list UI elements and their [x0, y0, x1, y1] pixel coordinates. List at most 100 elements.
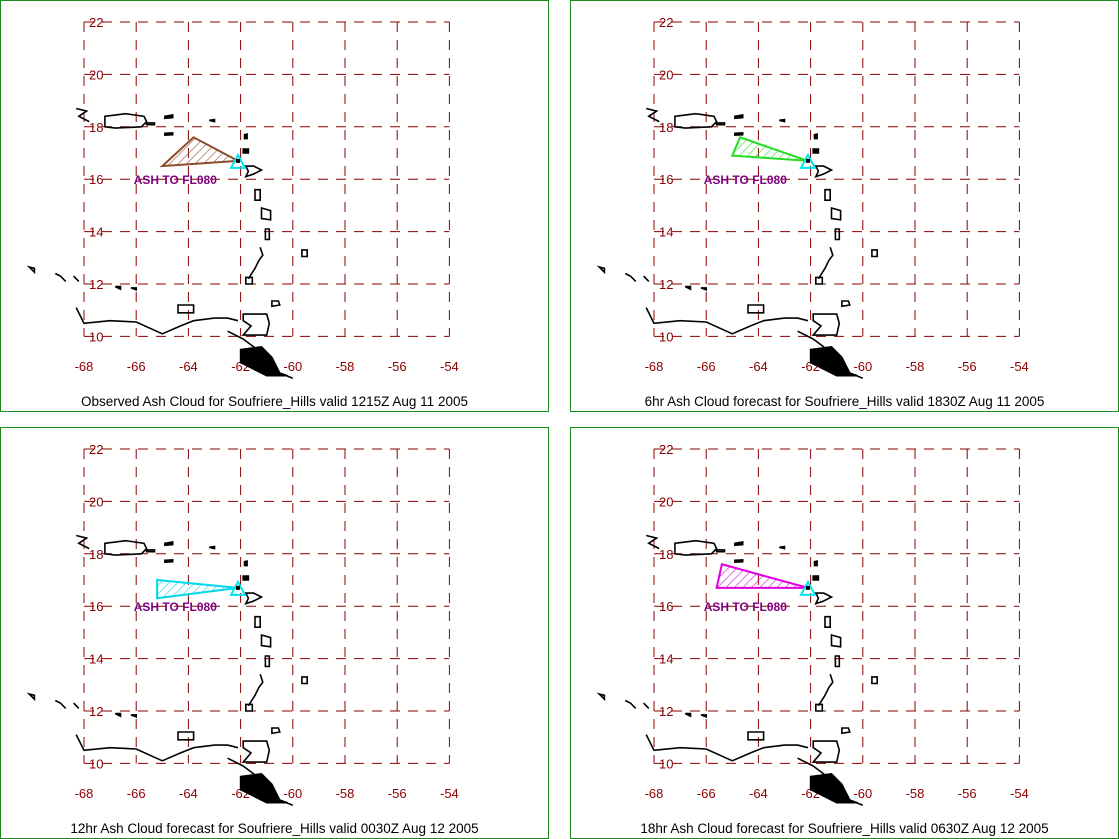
longitude-tick-label: -54 [440, 359, 459, 374]
latitude-tick-label: 12 [89, 277, 103, 292]
coastline-los-roques [684, 712, 692, 718]
coastline-margarita [177, 304, 195, 314]
coastline-anguilla [209, 118, 216, 123]
coastline-venezuela-coast [75, 307, 239, 335]
latitude-tick-label: 10 [89, 756, 103, 771]
coastlines [26, 107, 309, 380]
coastline-aruba [26, 692, 36, 702]
ash-cloud-polygon [156, 578, 239, 600]
coastline-hispaniola-tip [76, 534, 90, 550]
coastlines [596, 107, 879, 380]
coastline-los-roques [114, 712, 122, 718]
coastline-st-croix [734, 558, 744, 564]
coastline-la-orchila [130, 714, 137, 718]
coastline-vieques [145, 549, 156, 553]
coastline-st-lucia [264, 228, 271, 241]
lat-lon-grid [83, 21, 450, 337]
coastline-orinoco-delta [239, 346, 288, 377]
volcano-marker-icon [229, 152, 247, 169]
coastline-barbados [871, 676, 879, 685]
panel-caption: 12hr Ash Cloud forecast for Soufriere_Hi… [70, 821, 479, 836]
coastline-barbados [301, 676, 309, 685]
panel-caption: Observed Ash Cloud for Soufriere_Hills v… [81, 394, 468, 409]
coastline-los-roques [684, 285, 692, 291]
longitude-tick-label: -56 [958, 359, 977, 374]
coastline-grenada [815, 703, 824, 712]
longitude-tick-label: -68 [75, 786, 94, 801]
coastline-grenada [245, 276, 254, 285]
coastline-los-roques [114, 285, 122, 291]
coastline-antigua [812, 575, 820, 581]
coastline-virgin-islands [734, 541, 744, 547]
coastline-curacao [54, 272, 67, 282]
coastline-virgin-islands [164, 541, 174, 547]
coastline-barbados [871, 249, 879, 258]
coastline-puerto-rico [674, 112, 718, 129]
lat-lon-grid [653, 21, 1020, 337]
coastline-virgin-islands [164, 114, 174, 120]
coastline-venezuela-coast [645, 307, 809, 335]
coastline-curacao [54, 699, 67, 709]
latitude-tick-label: 20 [89, 494, 103, 509]
coastline-la-orchila [700, 287, 707, 291]
latitude-tick-label: 12 [659, 704, 673, 719]
volcano-point [235, 585, 240, 590]
coastline-tobago [271, 300, 281, 308]
coastline-guadeloupe [814, 165, 834, 178]
volcano-point [235, 158, 240, 163]
longitude-tick-label: -60 [853, 359, 872, 374]
longitude-tick-label: -58 [336, 359, 355, 374]
ash-level-label: ASH TO FL080 [704, 173, 787, 187]
coastline-dominica [254, 188, 262, 201]
latitude-tick-label: 20 [659, 67, 673, 82]
coastline-barbuda [243, 133, 248, 140]
longitude-tick-label: -60 [853, 786, 872, 801]
coastline-margarita [747, 304, 765, 314]
ash-level-label: ASH TO FL080 [704, 600, 787, 614]
coastline-curacao [624, 699, 637, 709]
coastline-barbados [301, 249, 309, 258]
longitude-tick-label: -66 [127, 359, 146, 374]
coastline-antigua [242, 575, 250, 581]
longitude-tick-label: -54 [440, 786, 459, 801]
latitude-tick-label: 14 [89, 652, 103, 667]
ash-cloud-polygon [715, 563, 809, 589]
latitude-tick-label: 20 [89, 67, 103, 82]
longitude-tick-label: -64 [179, 359, 198, 374]
coastline-curacao [624, 272, 637, 282]
coastline-guadeloupe [244, 592, 264, 605]
longitude-tick-label: -64 [749, 359, 768, 374]
coastline-aruba [596, 692, 606, 702]
coastline-venezuela-coast [75, 734, 239, 762]
coastline-st-croix [164, 558, 174, 564]
latitude-tick-label: 12 [89, 704, 103, 719]
coastline-puerto-rico [674, 539, 718, 556]
coastline-aruba [26, 265, 36, 275]
longitude-tick-label: -64 [749, 786, 768, 801]
latitude-tick-label: 14 [659, 225, 673, 240]
coastline-grenada [815, 276, 824, 285]
coastline-virgin-islands [734, 114, 744, 120]
coastline-tobago [841, 300, 851, 308]
latitude-tick-label: 14 [89, 225, 103, 240]
coastline-martinique [830, 206, 842, 221]
latitude-tick-label: 22 [659, 15, 673, 30]
coastline-puerto-rico [104, 539, 148, 556]
coastline-barbuda [813, 133, 818, 140]
volcano-marker-icon [799, 152, 817, 169]
latitude-tick-label: 10 [659, 756, 673, 771]
coastline-bonaire [643, 702, 650, 709]
coastline-margarita [177, 731, 195, 741]
volcano-marker-icon [229, 579, 247, 596]
longitude-tick-label: -68 [645, 359, 664, 374]
coastline-antigua [812, 148, 820, 154]
coastline-dominica [824, 188, 832, 201]
coastline-tobago [841, 727, 851, 735]
coastline-anguilla [779, 545, 786, 550]
panel-caption: 18hr Ash Cloud forecast for Soufriere_Hi… [640, 821, 1049, 836]
coastline-vieques [145, 122, 156, 126]
latitude-tick-label: 20 [659, 494, 673, 509]
